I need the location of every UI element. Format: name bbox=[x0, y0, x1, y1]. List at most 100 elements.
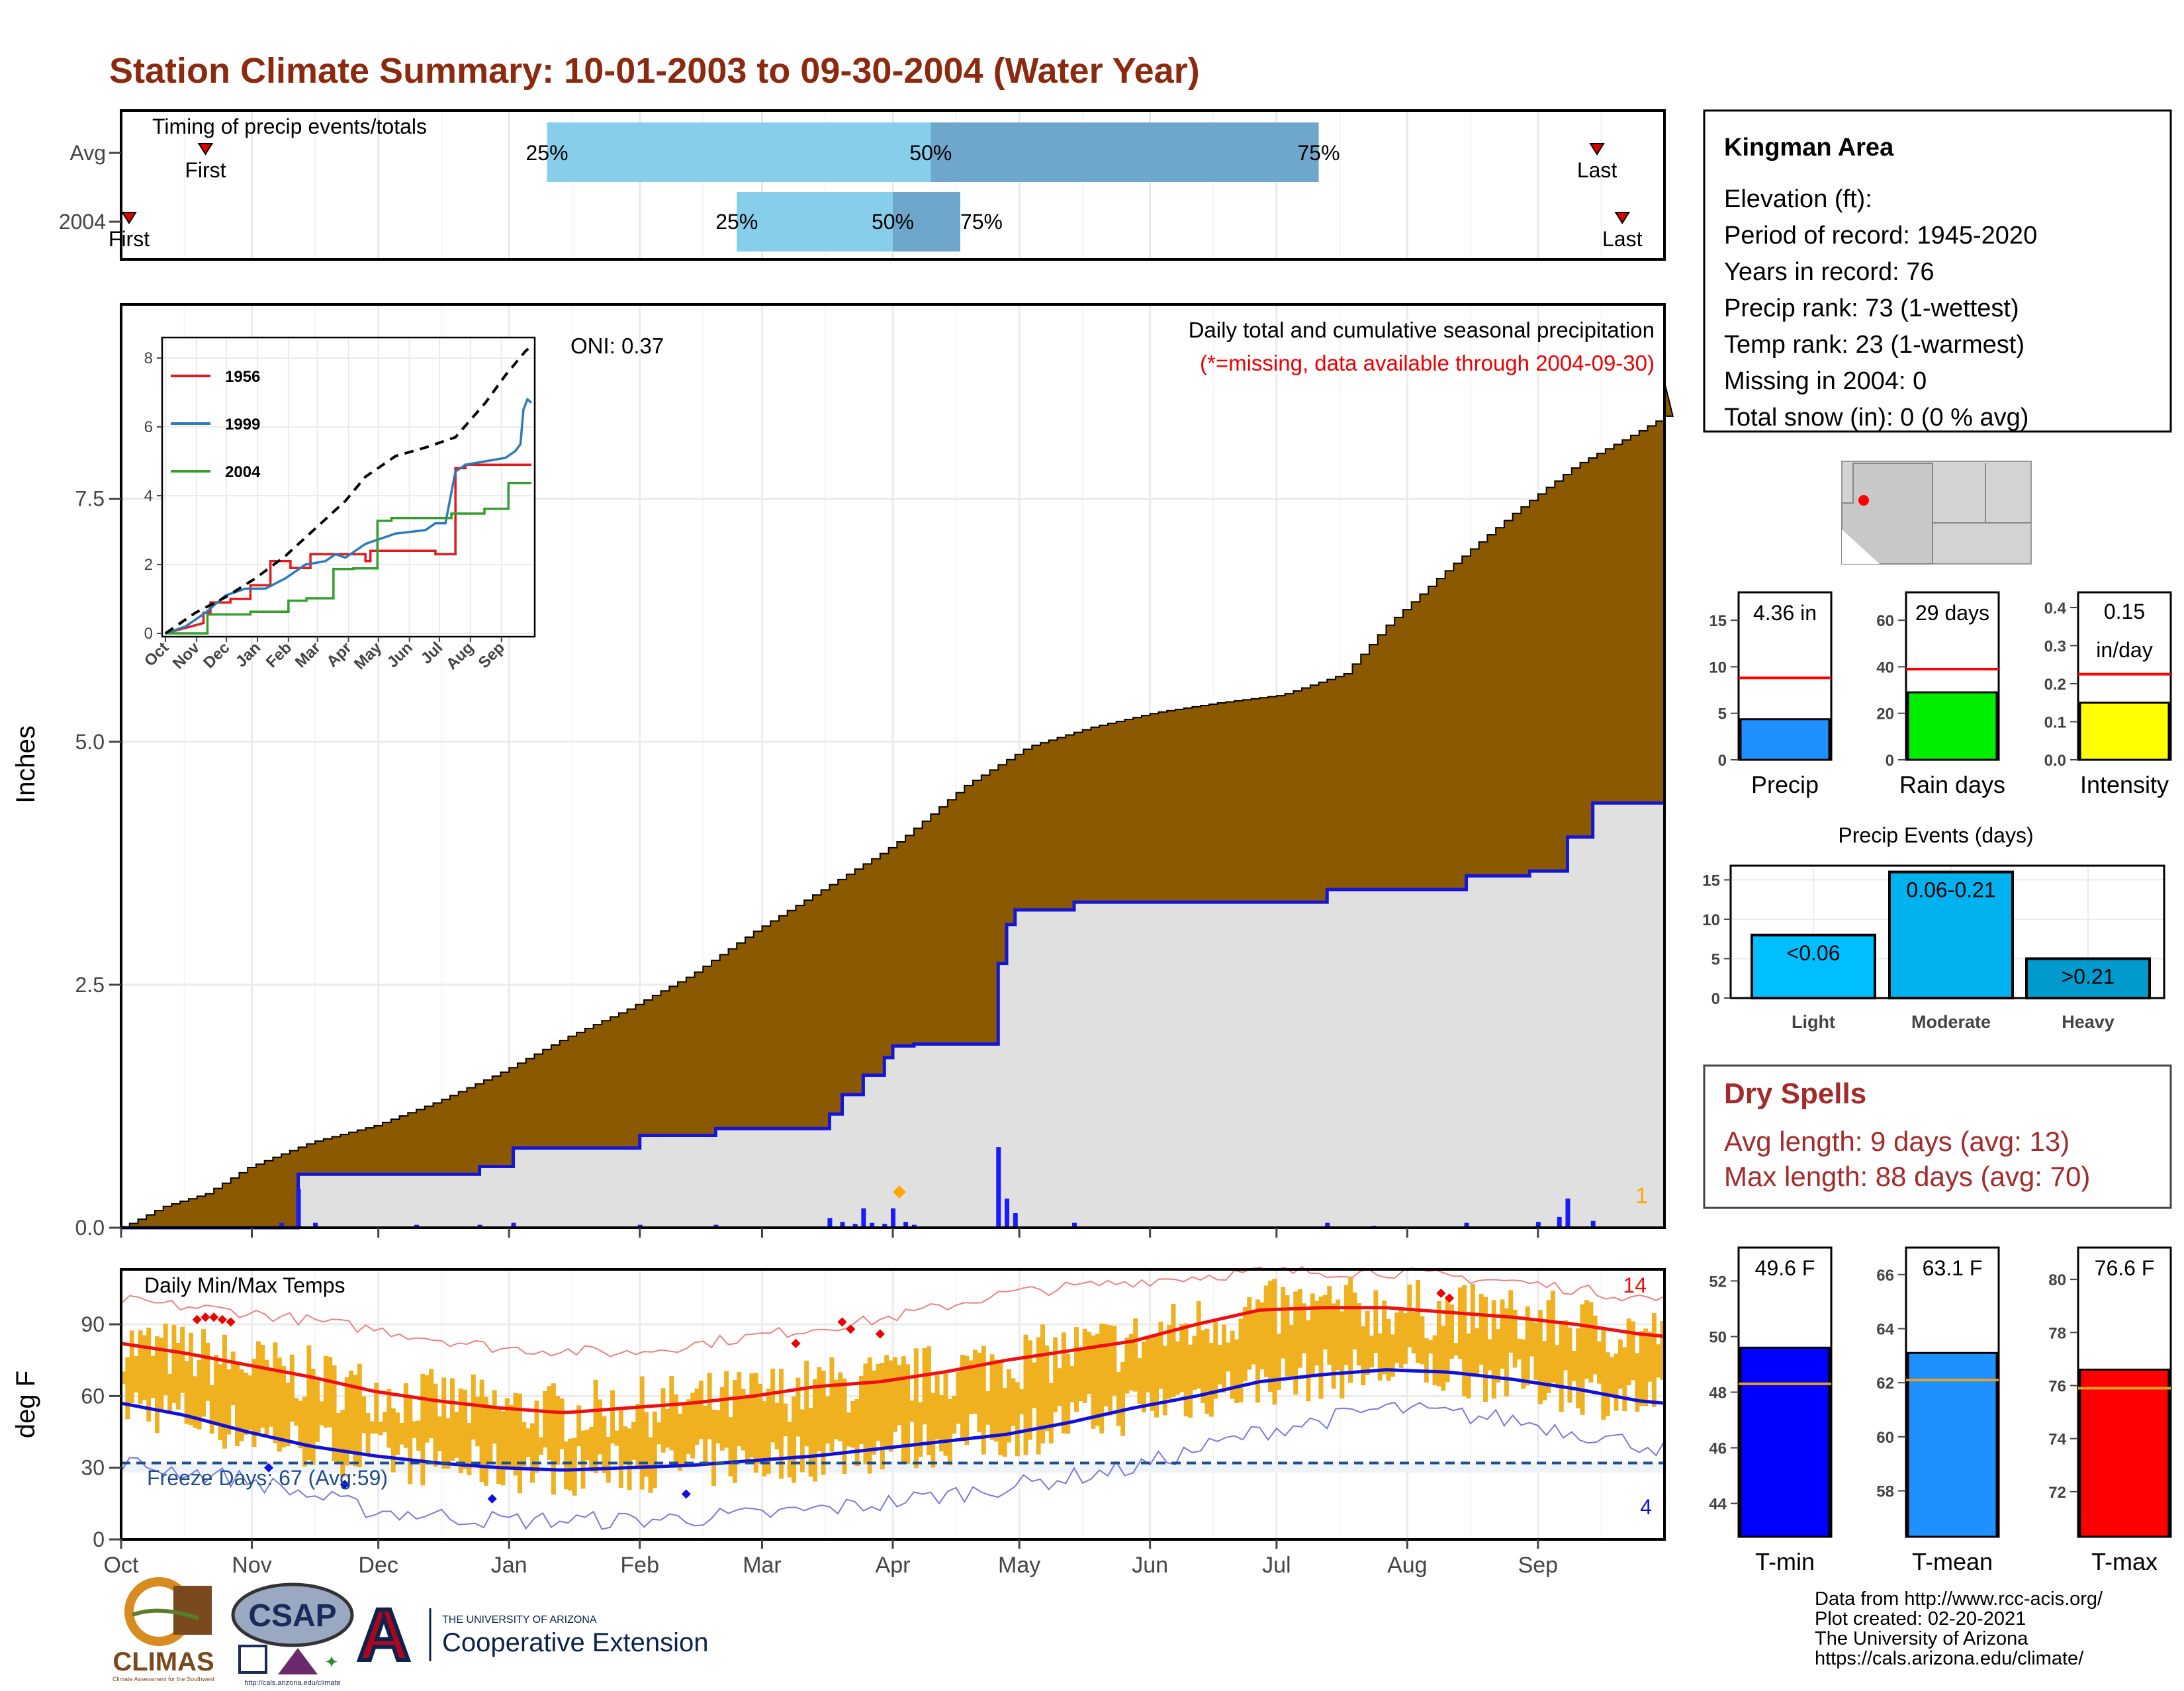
temp-day-bar bbox=[893, 1357, 897, 1432]
temp-day-bar bbox=[1420, 1316, 1425, 1365]
temp-day-bar bbox=[1656, 1344, 1661, 1378]
temp-day-bar bbox=[1348, 1278, 1353, 1383]
daily-precip-bars bbox=[279, 1147, 1596, 1228]
temp-day-bar bbox=[1651, 1313, 1657, 1407]
precip-summary-1-value-label: 29 days bbox=[1915, 601, 1989, 625]
temp-day-bar bbox=[408, 1396, 413, 1485]
station-info-box: Kingman Area Elevation (ft): Period of r… bbox=[1703, 109, 2172, 433]
precip-summary-1-tick-label-3: 60 bbox=[1876, 612, 1894, 630]
daily-precip-bar bbox=[1590, 1220, 1596, 1228]
temp-day-bar bbox=[939, 1394, 944, 1451]
temp-day-bar bbox=[197, 1359, 202, 1430]
temp-day-bar bbox=[749, 1373, 754, 1458]
temp-day-bar bbox=[1302, 1303, 1307, 1353]
events-y-tick-label-3: 15 bbox=[1702, 872, 1720, 890]
temp-day-bar bbox=[1230, 1330, 1235, 1399]
month-axis-labels: Oct Nov Dec Jan Feb Mar Apr May Jun Jul Aug Sep bbox=[104, 1539, 1558, 1578]
temp-day-bar bbox=[188, 1332, 193, 1426]
temp-summary-1-tick-label-2: 62 bbox=[1876, 1375, 1894, 1393]
daily-precip-bar bbox=[637, 1224, 643, 1228]
temp-day-bar bbox=[403, 1383, 408, 1448]
temp-day-bar bbox=[1504, 1308, 1509, 1396]
month-label-0: Oct bbox=[104, 1553, 139, 1578]
temp-day-bar bbox=[1436, 1301, 1441, 1387]
temp-day-bar bbox=[825, 1396, 831, 1444]
temp-day-bar bbox=[522, 1422, 527, 1467]
inset-y-tick-label-1: 2 bbox=[144, 556, 153, 574]
temp-day-bar bbox=[1023, 1334, 1028, 1455]
temp-day-bar bbox=[1660, 1321, 1665, 1380]
temp-day-bar bbox=[804, 1360, 809, 1447]
temp-day-bar bbox=[1377, 1333, 1383, 1381]
temp-day-bar bbox=[492, 1390, 497, 1444]
temp-day-bar bbox=[1424, 1338, 1429, 1383]
temp-day-bar bbox=[956, 1371, 961, 1424]
temp-day-bar bbox=[1167, 1325, 1172, 1399]
temp-day-bar bbox=[1580, 1304, 1585, 1415]
temp-day-bar bbox=[1082, 1328, 1087, 1403]
temp-day-bar bbox=[1466, 1333, 1471, 1398]
climas-logo-swoosh bbox=[131, 1608, 199, 1620]
temp-day-bar bbox=[353, 1375, 358, 1467]
daily-precip-bar bbox=[852, 1224, 858, 1228]
precip-summary-2-value-label-0: 0.15 bbox=[2104, 600, 2145, 623]
temp-day-bar bbox=[694, 1388, 700, 1445]
temp-day-bar bbox=[572, 1438, 577, 1496]
temp-day-bar bbox=[1221, 1324, 1226, 1393]
temp-day-bar bbox=[1019, 1389, 1024, 1414]
temp-day-bar bbox=[429, 1369, 434, 1438]
month-label-4: Feb bbox=[620, 1553, 659, 1578]
temp-day-bar bbox=[1643, 1328, 1649, 1406]
temp-day-bar bbox=[1057, 1368, 1062, 1406]
temp-day-bar bbox=[315, 1380, 320, 1442]
temp-day-bar bbox=[1179, 1324, 1185, 1393]
temp-day-bar bbox=[1141, 1341, 1146, 1413]
temp-day-bar bbox=[1614, 1353, 1619, 1411]
footer-university: The University of Arizona bbox=[1815, 1628, 2028, 1649]
temp-day-bar bbox=[1449, 1304, 1455, 1359]
temp-day-bar bbox=[682, 1404, 687, 1466]
temp-day-bar bbox=[1382, 1301, 1387, 1375]
inset-grid bbox=[162, 338, 535, 637]
temp-day-bar bbox=[260, 1344, 265, 1428]
temp-day-bar bbox=[639, 1376, 645, 1490]
temp-day-bar bbox=[1563, 1320, 1569, 1371]
temp-y-tick-label-1: 30 bbox=[81, 1456, 105, 1480]
daily-precip-bar bbox=[996, 1147, 1001, 1228]
obs-cumulative-area bbox=[121, 803, 1664, 1228]
temp-day-bar bbox=[618, 1408, 623, 1488]
temp-summary-2-name-label: T-max bbox=[2091, 1548, 2158, 1575]
temp-day-bar bbox=[846, 1412, 851, 1447]
temp-day-bar bbox=[230, 1351, 236, 1406]
timing-y2004-last-marker bbox=[1614, 212, 1631, 224]
timing-avg-p75-label: 75% bbox=[1298, 141, 1340, 165]
temp-day-bar bbox=[269, 1368, 273, 1427]
temp-day-bar bbox=[1162, 1346, 1167, 1416]
temp-day-bar bbox=[673, 1394, 678, 1463]
hot-record-marker bbox=[846, 1324, 856, 1334]
timing-row-2004-label: 2004 bbox=[59, 210, 106, 234]
temp-day-bar bbox=[433, 1383, 438, 1467]
temp-day-bar bbox=[1470, 1284, 1475, 1376]
temp-day-bar bbox=[652, 1411, 657, 1488]
temp-day-bar bbox=[1441, 1326, 1446, 1391]
temp-day-bar bbox=[538, 1437, 543, 1455]
temp-day-bar bbox=[1340, 1311, 1345, 1398]
temp-day-bar bbox=[766, 1389, 771, 1474]
temp-day-bar bbox=[576, 1405, 582, 1447]
dry-spells-frame bbox=[1703, 1064, 2172, 1209]
temp-day-bar bbox=[193, 1376, 198, 1428]
temp-summary-2-tick-label-1: 74 bbox=[2048, 1431, 2066, 1449]
locator-map bbox=[1841, 461, 2032, 565]
station-snow: Total snow (in): 0 (0 % avg) bbox=[1724, 404, 2028, 432]
temp-daily-bars bbox=[121, 1278, 1665, 1496]
temp-day-bar bbox=[125, 1357, 130, 1420]
daily-precip-bar bbox=[891, 1208, 895, 1228]
precip-subtitle: Daily total and cumulative seasonal prec… bbox=[1189, 318, 1655, 342]
precip-y-tick-label-2: 5.0 bbox=[75, 730, 105, 754]
timing-y2004-first-marker bbox=[121, 212, 137, 224]
timing-avg-q2-bar bbox=[931, 122, 1319, 182]
temp-day-bar bbox=[454, 1412, 459, 1458]
precip-summary-2-tick-label-3: 0.3 bbox=[2044, 638, 2066, 656]
temp-day-bar bbox=[1521, 1339, 1526, 1389]
